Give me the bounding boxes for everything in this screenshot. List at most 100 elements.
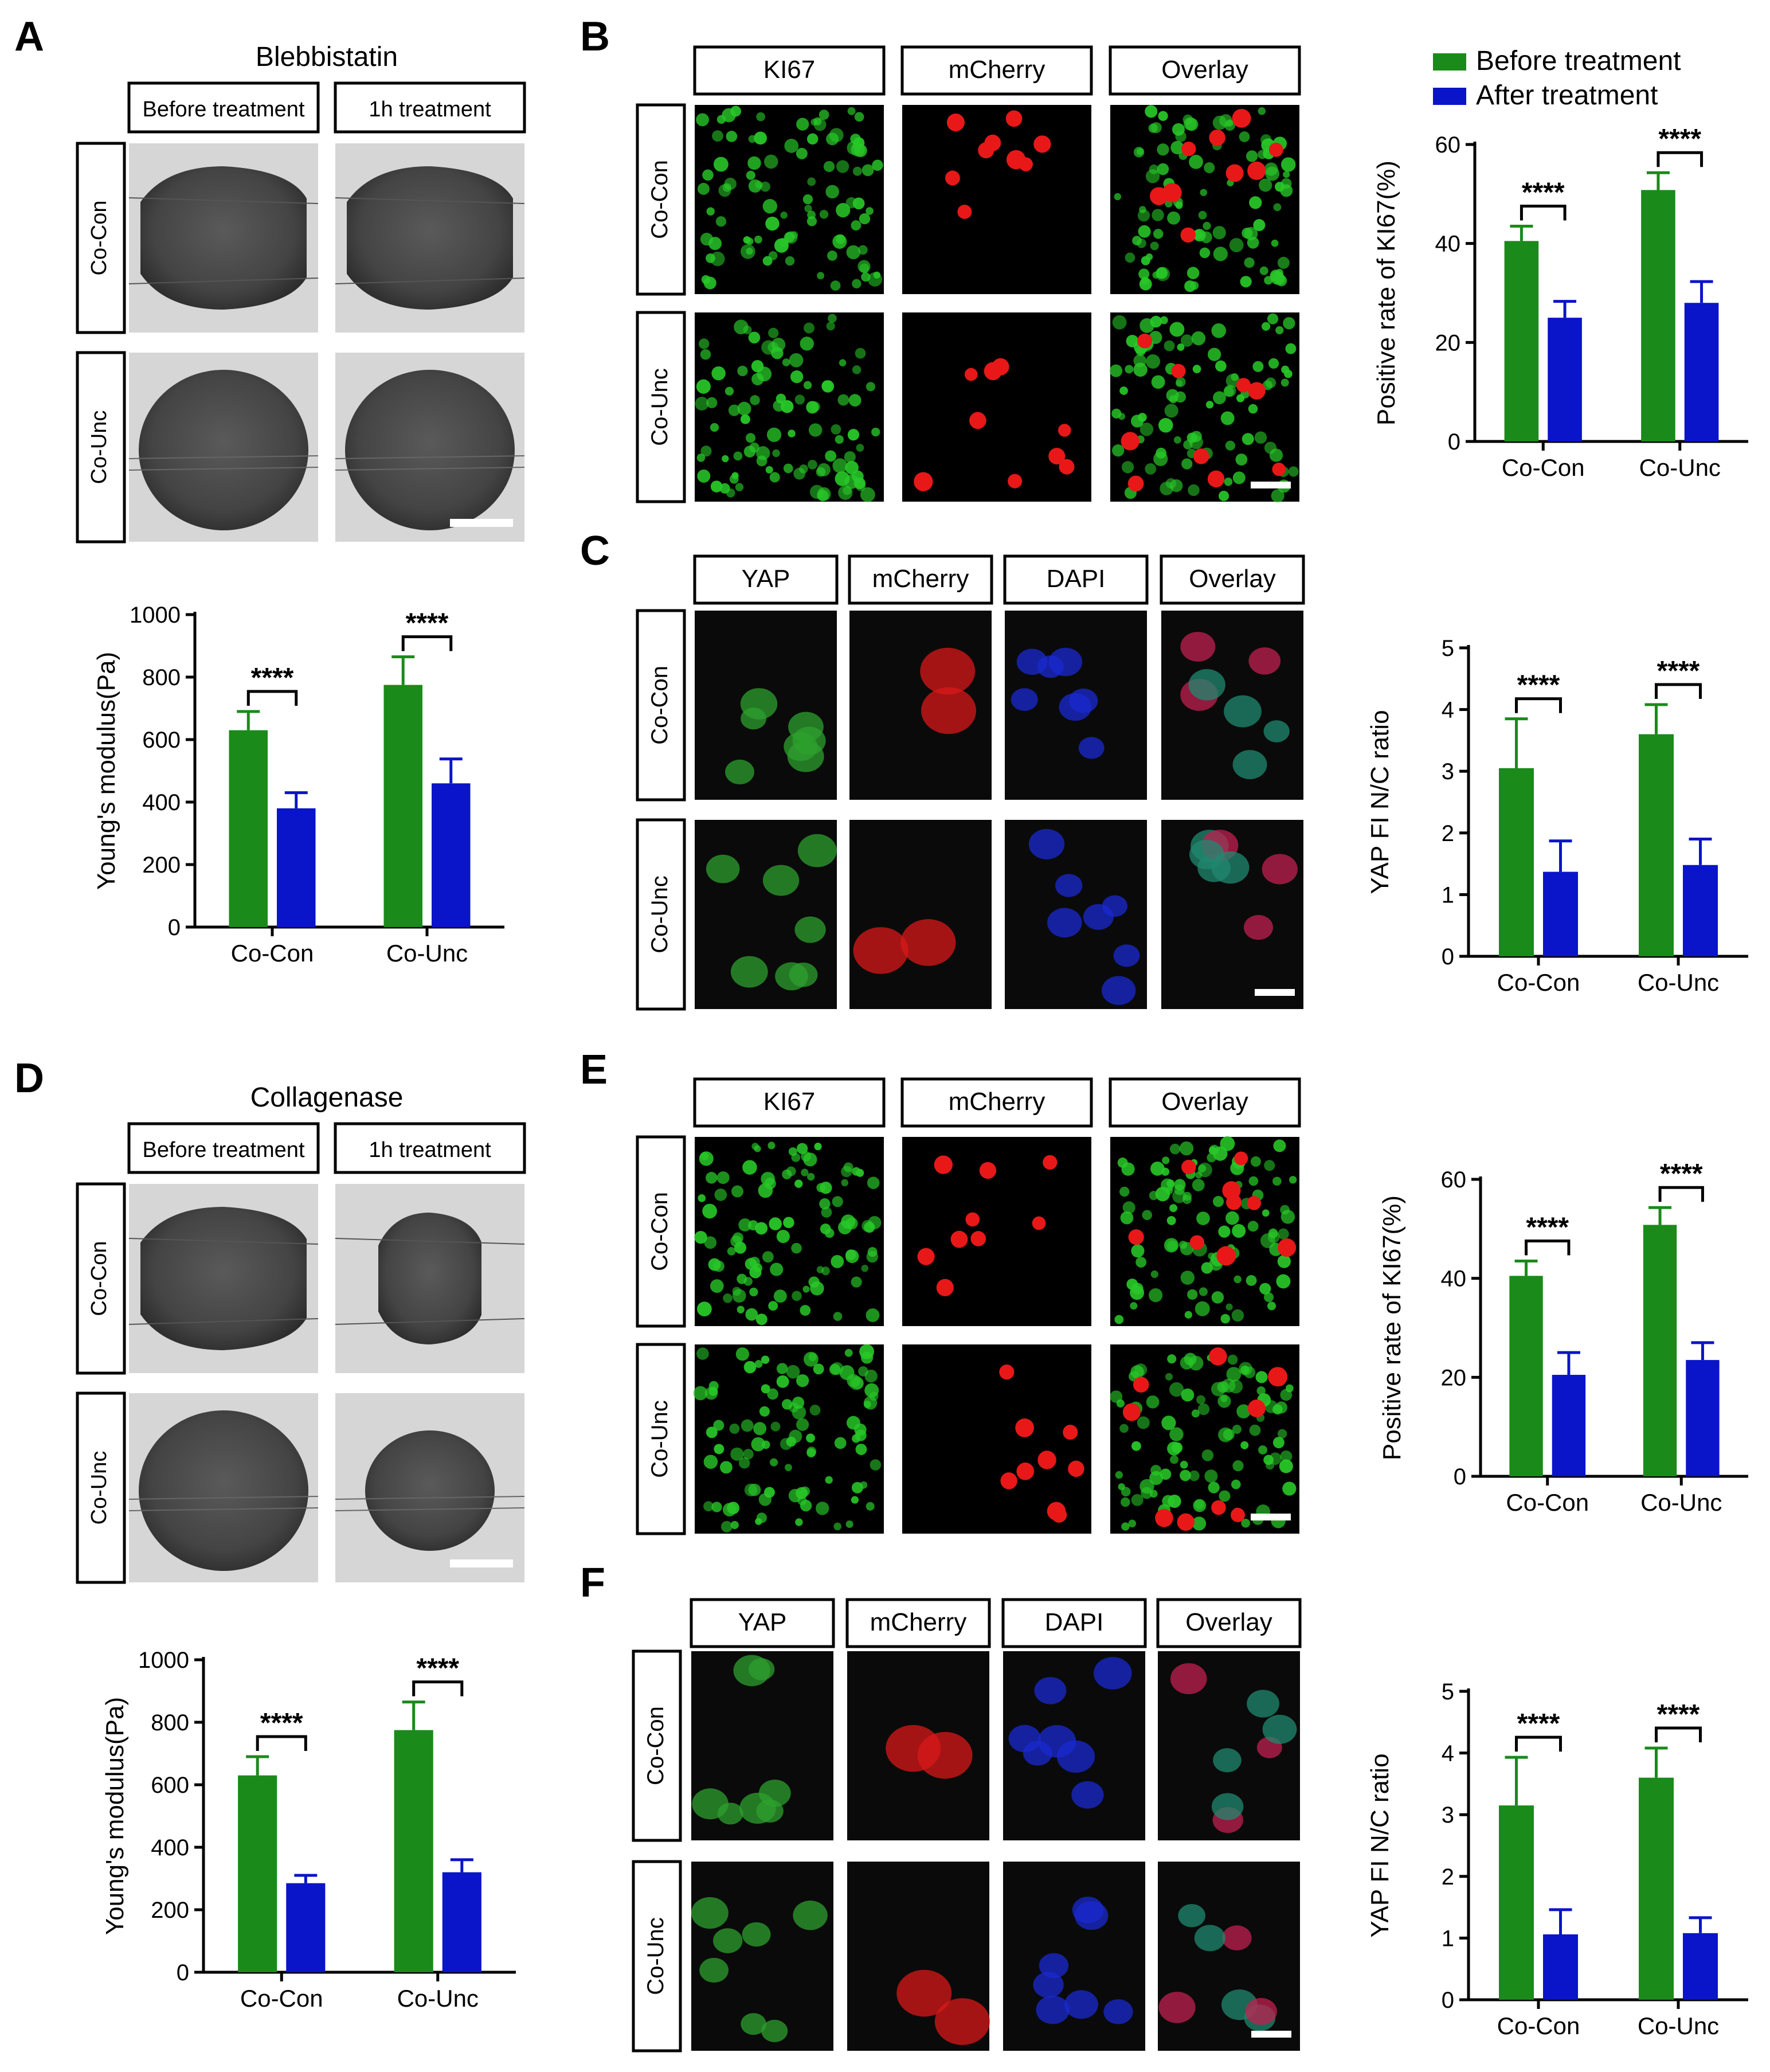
cell-nucleus bbox=[1208, 347, 1221, 361]
cell-nucleus bbox=[851, 220, 861, 231]
cell-nucleus bbox=[816, 1266, 824, 1273]
cell bbox=[1008, 1725, 1041, 1753]
spheroid bbox=[139, 370, 308, 530]
cell-nucleus bbox=[696, 1347, 709, 1360]
cell-nucleus bbox=[1153, 451, 1168, 466]
chart-a-youngs-modulus: 0 200 400 600 800 1000 Young's modulus(Pa) Co-C… bbox=[92, 603, 504, 967]
y-tick-label: 60 bbox=[1441, 1167, 1467, 1193]
cell-nucleus bbox=[1273, 203, 1282, 212]
mcherry-cell bbox=[999, 1365, 1015, 1380]
bar bbox=[442, 1872, 481, 1972]
cell-nucleus bbox=[1268, 358, 1279, 369]
cell-nucleus bbox=[1269, 448, 1283, 462]
mcherry-cell bbox=[1268, 1367, 1288, 1387]
cell-nucleus bbox=[1167, 1354, 1177, 1364]
cell-nucleus bbox=[706, 1426, 718, 1438]
cell-nucleus bbox=[1186, 432, 1197, 443]
cell-nucleus bbox=[748, 135, 757, 143]
cell bbox=[853, 927, 909, 974]
cell-nucleus bbox=[704, 1236, 717, 1249]
cell-nucleus bbox=[861, 1264, 869, 1272]
mcherry-cell bbox=[1137, 333, 1153, 349]
cell-nucleus bbox=[746, 237, 754, 245]
panel-e-micrographs: KI67 mCherry Overlay Co-Con Co-Unc bbox=[636, 1077, 1301, 1535]
cell-nucleus bbox=[700, 445, 712, 457]
cell-nucleus bbox=[749, 442, 759, 453]
cell bbox=[1158, 1992, 1196, 2023]
mcherry-cell bbox=[1122, 1403, 1141, 1421]
wire-line bbox=[335, 1496, 525, 1500]
legend-label-before: Before treatment bbox=[1476, 46, 1681, 76]
cell-nucleus bbox=[1135, 1257, 1147, 1268]
column-header-box bbox=[690, 1598, 835, 1648]
y-tick-label: 4 bbox=[1442, 698, 1454, 723]
cell-nucleus bbox=[1114, 193, 1122, 201]
cell bbox=[900, 919, 956, 966]
cell-nucleus bbox=[838, 485, 853, 500]
cell-nucleus bbox=[1117, 1158, 1128, 1168]
cell-nucleus bbox=[1138, 268, 1150, 280]
cell-nucleus bbox=[768, 1301, 778, 1311]
cell-nucleus bbox=[802, 194, 813, 205]
cell-nucleus bbox=[1285, 343, 1297, 354]
bar bbox=[383, 685, 422, 927]
cell-nucleus bbox=[760, 181, 770, 192]
cell-nucleus bbox=[769, 472, 780, 483]
cell-nucleus bbox=[1244, 257, 1255, 268]
cell bbox=[1056, 1740, 1095, 1773]
cell bbox=[921, 687, 977, 734]
column-header: Overlay bbox=[1161, 1088, 1248, 1116]
cell-nucleus bbox=[1169, 1204, 1178, 1213]
cell-nucleus bbox=[1272, 1176, 1282, 1186]
cell-nucleus bbox=[844, 474, 859, 489]
wire-line bbox=[335, 1238, 525, 1245]
column-header: YAP bbox=[738, 1608, 787, 1636]
cell-nucleus bbox=[1233, 1275, 1242, 1284]
cell-nucleus bbox=[854, 1423, 867, 1436]
cell-nucleus bbox=[757, 366, 772, 382]
chart-b-ki67: 0 20 40 60 Positive rate of KI67(%) Co-Con ***… bbox=[1372, 124, 1748, 481]
mcherry-cell bbox=[1150, 187, 1168, 205]
legend-label-after: After treatment bbox=[1476, 80, 1658, 111]
row-label-box bbox=[636, 1343, 686, 1535]
cell-nucleus bbox=[1181, 458, 1193, 470]
scale-bar bbox=[450, 1559, 513, 1567]
y-tick-label: 0 bbox=[1442, 944, 1454, 969]
cell-nucleus bbox=[821, 380, 835, 393]
cell-nucleus bbox=[1170, 1455, 1178, 1464]
significance-marker: **** bbox=[1526, 1212, 1569, 1242]
cell-nucleus bbox=[745, 1308, 758, 1321]
cell-nucleus bbox=[1146, 1395, 1160, 1409]
cell bbox=[1055, 874, 1083, 897]
cell-nucleus bbox=[1260, 134, 1272, 146]
cell-nucleus bbox=[1121, 1487, 1131, 1497]
cell-nucleus bbox=[1241, 1518, 1250, 1528]
mcherry-cell bbox=[1032, 1216, 1046, 1230]
cell-nucleus bbox=[756, 455, 767, 467]
cell-nucleus bbox=[716, 115, 726, 124]
cell-nucleus bbox=[767, 1141, 776, 1150]
x-tick-label: Co-Con bbox=[1497, 2012, 1580, 2039]
bar bbox=[229, 730, 268, 927]
cell-nucleus bbox=[1138, 413, 1147, 422]
mcherry-cell bbox=[1247, 161, 1266, 180]
bar bbox=[1686, 1360, 1720, 1476]
cell-nucleus bbox=[839, 359, 847, 367]
cell-nucleus bbox=[710, 480, 723, 492]
mcherry-cell bbox=[1006, 150, 1026, 170]
cell-nucleus bbox=[820, 1181, 832, 1194]
cell-nucleus bbox=[819, 110, 829, 120]
column-header-box bbox=[693, 1077, 886, 1128]
cell-nucleus bbox=[1204, 162, 1215, 174]
cell-nucleus bbox=[1110, 364, 1123, 377]
y-tick-label: 200 bbox=[142, 853, 181, 878]
cell-nucleus bbox=[1131, 1244, 1145, 1258]
chart-e-ki67: 0 20 40 60 Positive rate of KI67(%) Co-Con ***… bbox=[1378, 1159, 1748, 1516]
significance-marker: **** bbox=[1522, 177, 1565, 208]
cell-nucleus bbox=[1264, 1160, 1275, 1171]
significance-bracket bbox=[1657, 151, 1704, 167]
cell-nucleus bbox=[776, 1375, 789, 1388]
row-label: Co-Unc bbox=[647, 1400, 672, 1478]
x-tick-label: Co-Con bbox=[1502, 454, 1585, 481]
mcherry-cell bbox=[969, 412, 986, 429]
